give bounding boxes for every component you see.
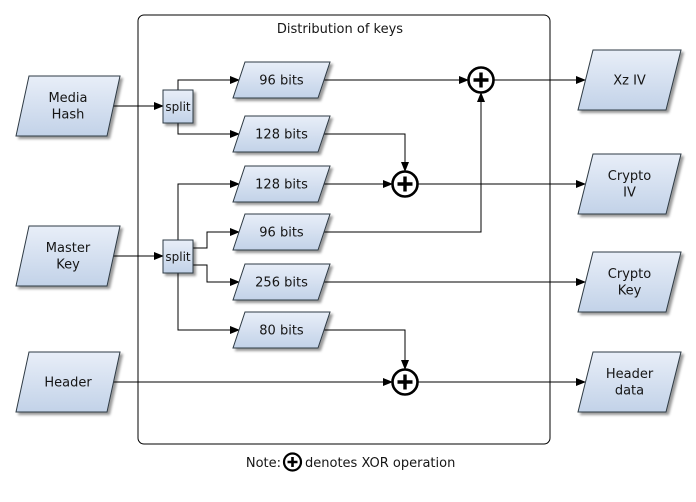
edge-seg-96-b-to-xor-1 (324, 92, 485, 233)
header-data-label: data (615, 384, 644, 399)
header-label: Header (44, 376, 92, 391)
split-2-label: split (165, 250, 191, 264)
xor-2-plus-icon (397, 176, 413, 192)
edge-split-1-to-seg-96-a (177, 76, 240, 90)
node-seg-128-a: 128 bits (232, 115, 331, 153)
master-key-label: Key (56, 258, 80, 273)
media-hash-label: Media (48, 91, 87, 106)
split-1-label: split (165, 100, 191, 114)
seg-128-a-label: 128 bits (255, 128, 308, 143)
node-crypto-key: Crypto Key (577, 251, 682, 313)
master-key-shape (15, 225, 121, 287)
node-xor-3 (391, 368, 419, 396)
container-title: Distribution of keys (277, 22, 403, 37)
media-hash-label: Hash (52, 108, 85, 123)
split-1-shape (162, 89, 194, 124)
seg-80-shape (232, 311, 331, 349)
seg-96-a-label: 96 bits (259, 74, 304, 89)
xz-iv-shape (577, 49, 682, 111)
crypto-key-shape (577, 251, 682, 313)
node-seg-96-a: 96 bits (232, 61, 331, 99)
edge-seg-80-to-xor-3 (324, 329, 409, 370)
node-seg-256: 256 bits (232, 263, 331, 301)
xor-icon (282, 452, 303, 472)
xor-1-plus-icon (473, 72, 489, 88)
node-crypto-iv: Crypto IV (577, 153, 682, 215)
seg-128-b-label: 128 bits (255, 178, 308, 193)
header-shape (15, 351, 121, 413)
edge-split-2-to-seg-96-b (193, 228, 240, 249)
node-seg-80: 80 bits (232, 311, 331, 349)
seg-96-b-shape (232, 213, 331, 251)
media-hash-shape (15, 75, 121, 137)
crypto-iv-label: IV (623, 186, 636, 201)
edge-split-2-to-seg-80 (177, 273, 240, 334)
node-master-key: Master Key (15, 225, 121, 287)
split-2-shape (162, 239, 194, 274)
crypto-iv-label: Crypto (608, 169, 651, 184)
seg-80-label: 80 bits (259, 324, 304, 339)
seg-256-label: 256 bits (255, 276, 308, 291)
node-split-1: split (162, 89, 194, 124)
node-seg-96-b: 96 bits (232, 213, 331, 251)
seg-96-a-shape (232, 61, 331, 99)
xor-3-plus-icon (397, 374, 413, 390)
node-header: Header (15, 351, 121, 413)
edge-seg-128-a-to-xor-2 (324, 133, 409, 172)
node-seg-128-b: 128 bits (232, 165, 331, 203)
note-text: denotes XOR operation (305, 456, 455, 471)
node-header-data: Header data (577, 351, 682, 413)
node-media-hash: Media Hash (15, 75, 121, 137)
edge-split-2-to-seg-128-b (177, 180, 240, 240)
master-key-label: Master (46, 241, 91, 256)
node-xor-2 (391, 170, 419, 198)
note-prefix: Note: (246, 456, 281, 471)
edge-split-2-to-seg-256 (193, 264, 240, 286)
edge-split-1-to-seg-128-a (177, 123, 240, 138)
node-xor-1 (467, 66, 495, 94)
node-xz-iv: Xz IV (577, 49, 682, 111)
seg-256-shape (232, 263, 331, 301)
node-split-2: split (162, 239, 194, 274)
seg-128-b-shape (232, 165, 331, 203)
crypto-key-label: Key (618, 284, 642, 299)
seg-96-b-label: 96 bits (259, 226, 304, 241)
seg-128-a-shape (232, 115, 331, 153)
header-data-label: Header (606, 367, 654, 382)
crypto-key-label: Crypto (608, 267, 651, 282)
xz-iv-label: Xz IV (613, 74, 646, 89)
header-data-shape (577, 351, 682, 413)
note: Note: denotes XOR operation (246, 452, 455, 472)
crypto-iv-shape (577, 153, 682, 215)
